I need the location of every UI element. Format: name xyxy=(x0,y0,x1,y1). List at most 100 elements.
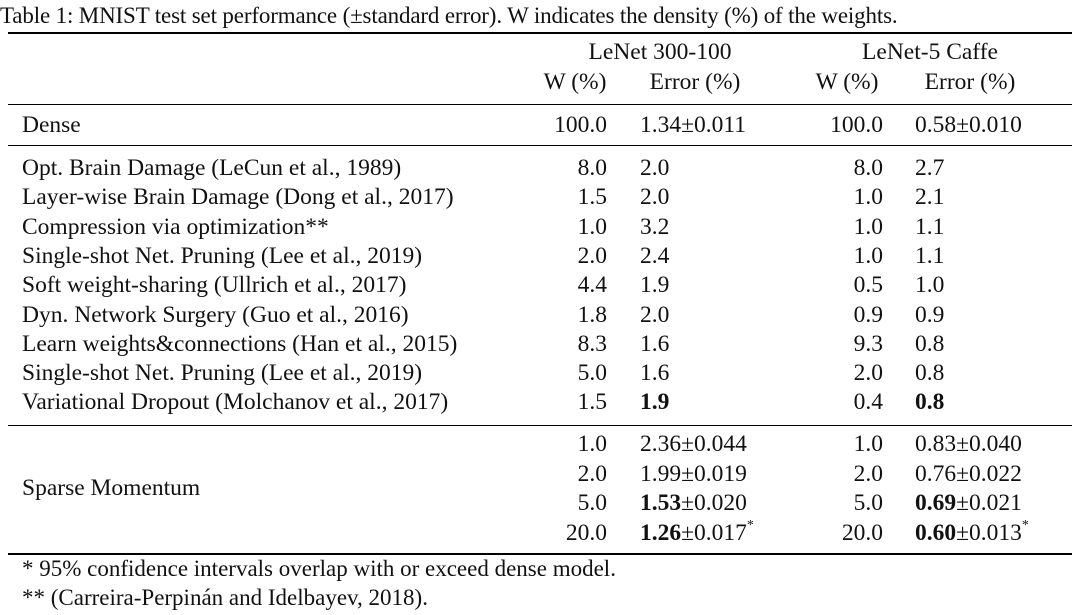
baseline-cell-text: 9.3 xyxy=(853,331,883,357)
baseline-row-e1: 1.6 xyxy=(640,330,790,358)
baseline-cell-text: Compression via optimization** xyxy=(22,214,329,240)
baseline-cell-text: 5.0 xyxy=(577,360,607,386)
dense-e2: 0.58±0.010 xyxy=(915,112,1022,138)
baseline-cell-text: Layer-wise Brain Damage (Dong et al., 20… xyxy=(22,184,454,210)
baseline-cell-text: 1.0 xyxy=(577,214,607,240)
baseline-row-w2: 1.0 xyxy=(800,213,883,241)
sparse-e1-value: 2.36 xyxy=(640,431,682,457)
baseline-row-e1: 1.9 xyxy=(640,388,790,416)
sparse-w1-text: 5.0 xyxy=(577,490,607,516)
dense-rule xyxy=(8,145,1072,146)
baseline-cell-text: 1.8 xyxy=(577,302,607,328)
baseline-row-e2: 1.1 xyxy=(915,213,1065,241)
baseline-cell-text: 8.3 xyxy=(577,331,607,357)
baseline-cell-text: Single-shot Net. Pruning (Lee et al., 20… xyxy=(22,360,423,386)
baseline-row-w2: 0.5 xyxy=(800,271,883,299)
baseline-cell-text: 2.4 xyxy=(640,243,670,269)
baseline-cell-text: 1.5 xyxy=(577,389,607,415)
col-header-error1: Error (%) xyxy=(649,69,741,95)
baseline-cell-text: 0.8 xyxy=(915,360,945,386)
sparse-e1-stderr: ±0.044 xyxy=(681,431,747,457)
baseline-row-w2: 0.4 xyxy=(800,388,883,416)
sparse-w1-text: 20.0 xyxy=(565,520,607,546)
sparse-row-e2: 0.83±0.040 xyxy=(915,430,1075,458)
sparse-w1-text: 2.0 xyxy=(577,461,607,487)
dense-w1: 100.0 xyxy=(554,112,607,138)
baseline-cell-text: 1.1 xyxy=(915,214,945,240)
sparse-row-e2: 0.60±0.013* xyxy=(915,519,1075,547)
baseline-row-e2: 0.9 xyxy=(915,301,1065,329)
sparse-e2-stderr: ±0.040 xyxy=(956,431,1022,457)
sparse-e1-value: 1.26 xyxy=(640,520,682,546)
sparse-row-e1: 2.36±0.044 xyxy=(640,430,800,458)
baseline-cell-text: 2.7 xyxy=(915,155,945,181)
sparse-e1-stderr: ±0.019 xyxy=(681,461,747,487)
baseline-cell-text: 3.2 xyxy=(640,214,670,240)
baseline-cell-text: 8.0 xyxy=(577,155,607,181)
baseline-cell-text: 8.0 xyxy=(853,155,883,181)
sparse-w2-text: 2.0 xyxy=(853,461,883,487)
baseline-cell-text: 1.0 xyxy=(853,214,883,240)
footnote-2: ** (Carreira-Perpinán and Idelbayev, 201… xyxy=(22,585,428,610)
baseline-cell-text: 0.9 xyxy=(915,302,945,328)
baseline-row-w1: 4.4 xyxy=(530,271,607,299)
baseline-row-e2: 0.8 xyxy=(915,359,1065,387)
baseline-cell-text: 0.8 xyxy=(915,331,945,357)
baseline-row-method: Single-shot Net. Pruning (Lee et al., 20… xyxy=(22,242,532,270)
sparse-row-w2: 1.0 xyxy=(800,430,883,458)
sparse-e2-stderr: ±0.013 xyxy=(956,520,1022,546)
baseline-row-w2: 8.0 xyxy=(800,154,883,182)
baseline-cell-text: 1.0 xyxy=(853,243,883,269)
baseline-row-e2: 1.1 xyxy=(915,242,1065,270)
baseline-cell-text: 1.0 xyxy=(853,184,883,210)
baseline-cell-text: 0.9 xyxy=(853,302,883,328)
footnote-1: * 95% confidence intervals overlap with … xyxy=(22,556,616,581)
baseline-row-w2: 9.3 xyxy=(800,330,883,358)
baseline-row-e2: 0.8 xyxy=(915,330,1065,358)
baseline-cell-text: 2.0 xyxy=(853,360,883,386)
baseline-row-e2: 0.8 xyxy=(915,388,1065,416)
sparse-row-e2: 0.76±0.022 xyxy=(915,460,1075,488)
dense-method: Dense xyxy=(22,112,81,138)
baseline-cell-text: Variational Dropout (Molchanov et al., 2… xyxy=(22,389,449,415)
baseline-cell-text: 2.0 xyxy=(577,243,607,269)
sparse-row-w1: 2.0 xyxy=(530,460,607,488)
baseline-row-method: Single-shot Net. Pruning (Lee et al., 20… xyxy=(22,359,532,387)
sparse-e1-value: 1.99 xyxy=(640,461,682,487)
baseline-row-e1: 2.0 xyxy=(640,301,790,329)
sparse-row-w1: 1.0 xyxy=(530,430,607,458)
baseline-cell-text: Soft weight-sharing (Ullrich et al., 201… xyxy=(22,272,407,298)
baseline-cell-text: 4.4 xyxy=(577,272,607,298)
baseline-cell-text: 2.1 xyxy=(915,184,945,210)
baseline-cell-text: Dyn. Network Surgery (Guo et al., 2016) xyxy=(22,302,409,328)
baseline-row-w1: 8.3 xyxy=(530,330,607,358)
baseline-cell-text: 2.0 xyxy=(640,184,670,210)
sparse-e2-stderr: ±0.022 xyxy=(956,461,1022,487)
baseline-cell-text: 1.0 xyxy=(915,272,945,298)
sparse-e1-stderr: ±0.017 xyxy=(681,520,747,546)
sparse-e1-value: 1.53 xyxy=(640,490,682,516)
baseline-cell-text: 1.1 xyxy=(915,243,945,269)
baseline-row-e2: 2.7 xyxy=(915,154,1065,182)
group-header-lenet300: LeNet 300-100 xyxy=(588,39,732,65)
baseline-row-method: Dyn. Network Surgery (Guo et al., 2016) xyxy=(22,301,532,329)
baseline-row-method: Compression via optimization** xyxy=(22,213,532,241)
sparse-e2-value: 0.83 xyxy=(915,431,957,457)
sparse-row-e1: 1.26±0.017* xyxy=(640,519,800,547)
baseline-row-e1: 1.9 xyxy=(640,271,790,299)
col-header-error2: Error (%) xyxy=(924,69,1016,95)
sparse-w1-text: 1.0 xyxy=(577,431,607,457)
sparse-e2-value: 0.69 xyxy=(915,490,957,516)
baseline-row-w1: 8.0 xyxy=(530,154,607,182)
baseline-row-method: Layer-wise Brain Damage (Dong et al., 20… xyxy=(22,183,532,211)
sparse-row-w2: 20.0 xyxy=(800,519,883,547)
sparse-e2-value: 0.60 xyxy=(915,520,957,546)
top-rule xyxy=(8,32,1072,34)
baseline-cell-text: 0.4 xyxy=(853,389,883,415)
baseline-row-method: Learn weights&connections (Han et al., 2… xyxy=(22,330,532,358)
baseline-row-w2: 2.0 xyxy=(800,359,883,387)
baseline-row-w1: 1.0 xyxy=(530,213,607,241)
sparse-row-e2: 0.69±0.021 xyxy=(915,489,1075,517)
baseline-cell-text: 2.0 xyxy=(640,302,670,328)
sparse-w2-text: 5.0 xyxy=(853,490,883,516)
